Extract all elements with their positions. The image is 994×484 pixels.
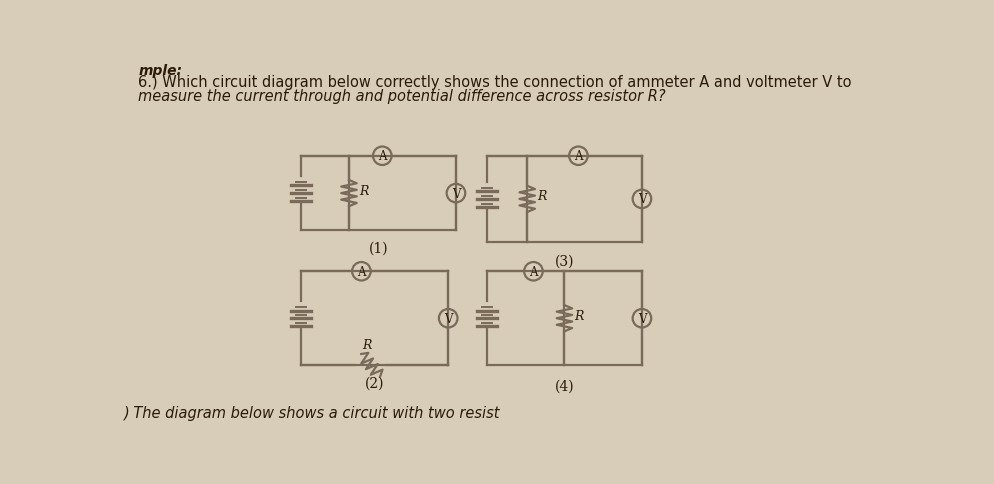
Text: R: R xyxy=(359,184,369,197)
Text: (3): (3) xyxy=(555,254,575,268)
Text: A: A xyxy=(357,265,366,278)
Text: (2): (2) xyxy=(365,376,385,390)
Text: V: V xyxy=(451,187,460,200)
Text: (1): (1) xyxy=(369,241,389,255)
Text: R: R xyxy=(362,339,372,351)
Text: A: A xyxy=(529,265,538,278)
Text: V: V xyxy=(638,193,646,206)
Text: measure the current through and potential difference across resistor R?: measure the current through and potentia… xyxy=(138,89,666,104)
Text: R: R xyxy=(538,190,547,203)
Text: (4): (4) xyxy=(555,379,575,393)
Text: A: A xyxy=(575,150,582,163)
Text: A: A xyxy=(378,150,387,163)
Text: ) The diagram below shows a circuit with two resist: ) The diagram below shows a circuit with… xyxy=(124,406,501,421)
Text: R: R xyxy=(575,309,583,322)
Text: 6.) Which circuit diagram below correctly shows the connection of ammeter A and : 6.) Which circuit diagram below correctl… xyxy=(138,75,852,90)
Text: V: V xyxy=(444,312,452,325)
Text: mple:: mple: xyxy=(138,64,182,78)
Text: V: V xyxy=(638,312,646,325)
